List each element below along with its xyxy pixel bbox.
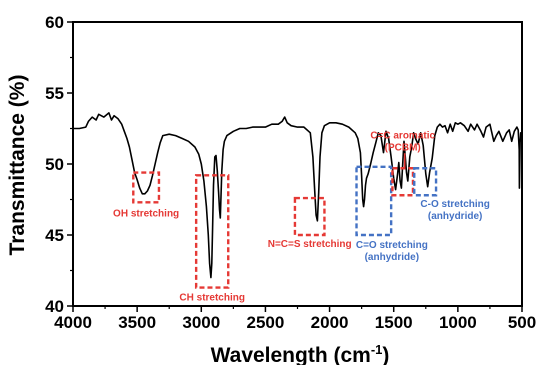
x-tick-label: 500 (508, 313, 536, 332)
annotation-label: OH stretching (113, 208, 179, 219)
x-tick-label: 3000 (182, 313, 220, 332)
x-axis-title-suffix: ) (382, 344, 389, 365)
y-tick-label: 60 (45, 13, 64, 32)
x-axis-ticks: 4000 3500 3000 2500 2000 1500 1000 500 (54, 306, 536, 332)
annotation-box (293, 196, 326, 237)
annotation-sublabel: (PCBM) (385, 142, 421, 153)
y-tick-label: 40 (45, 297, 64, 316)
spectrum-line (73, 112, 523, 279)
annotation-box (355, 165, 393, 237)
annotation-label: C=C aromatic (370, 130, 435, 141)
x-tick-label: 3500 (118, 313, 156, 332)
y-tick-label: 45 (45, 226, 64, 245)
annotation-box (132, 171, 161, 204)
y-tick-label: 55 (45, 84, 64, 103)
annotation-label: C=O stretching (356, 240, 428, 251)
annotation-box (194, 174, 230, 289)
y-tick-label: 50 (45, 155, 64, 174)
annotation-label: CH stretching (179, 293, 245, 304)
plot-frame (72, 21, 523, 307)
annotation-sublabel: (anhydride) (428, 211, 482, 222)
annotation-box (391, 167, 415, 197)
x-tick-label: 2500 (247, 313, 285, 332)
annotation-box (413, 167, 438, 197)
x-axis-title: Wavelength (cm-1) (211, 342, 390, 365)
x-tick-label: 2000 (311, 313, 349, 332)
x-tick-label: 4000 (54, 313, 92, 332)
x-axis-title-main: Wavelength (cm (211, 344, 371, 365)
x-tick-label: 1000 (439, 313, 477, 332)
annotation-label: N=C=S stretching (268, 239, 352, 250)
annotation-label: C-O stretching (420, 199, 489, 210)
x-axis-title-superscript: -1 (371, 342, 383, 357)
annotations: OH stretching CH stretching N=C=S stretchi… (113, 130, 490, 303)
y-axis-ticks: 40 45 50 55 60 (45, 13, 73, 316)
y-axis-title: Transmittance (%) (6, 75, 29, 256)
annotation-sublabel: (anhydride) (365, 252, 419, 263)
x-tick-label: 1500 (375, 313, 413, 332)
